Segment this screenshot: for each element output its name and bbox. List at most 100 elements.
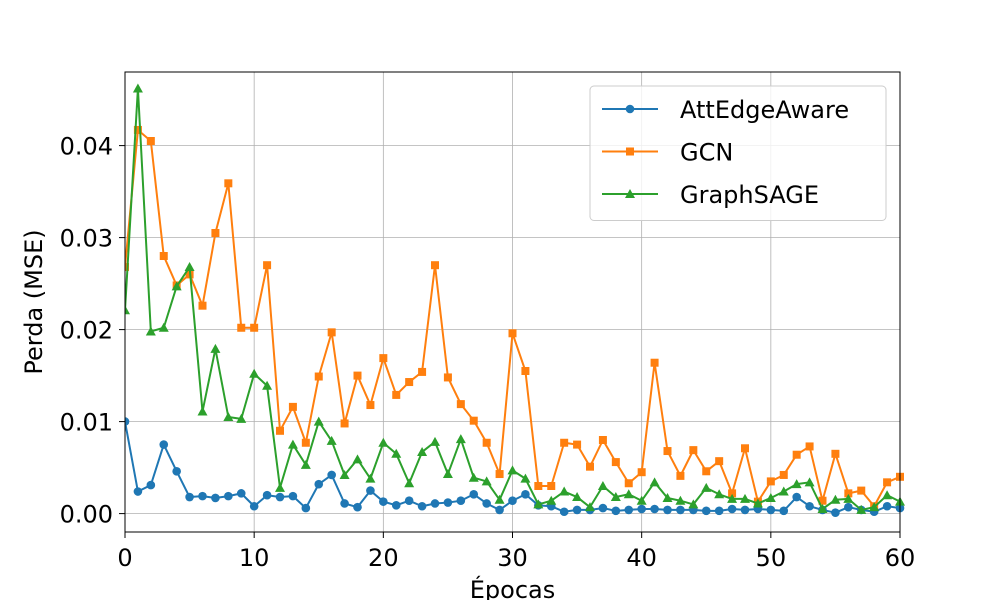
- y-tick-label: 0.04: [60, 133, 113, 161]
- data-point-graphsage: [249, 368, 260, 378]
- data-point-attedgeaware: [340, 499, 349, 508]
- data-point-graphsage: [675, 495, 686, 505]
- data-point-graphsage: [132, 83, 143, 93]
- data-point-graphsage: [430, 436, 440, 446]
- data-point-graphsage: [572, 492, 583, 502]
- data-point-graphsage: [688, 499, 699, 509]
- data-point-gcn: [405, 378, 414, 387]
- data-point-gcn: [482, 438, 491, 447]
- data-point-attedgeaware: [482, 499, 491, 508]
- data-point-graphsage: [856, 504, 867, 514]
- data-point-attedgeaware: [521, 489, 530, 499]
- data-point-attedgeaware: [559, 507, 569, 517]
- data-point-gcn: [198, 301, 207, 310]
- data-point-attedgeaware: [779, 506, 789, 516]
- data-point-graphsage: [546, 495, 557, 505]
- data-point-gcn: [456, 400, 465, 409]
- axis-ticks: 0 10 20 30 40 50 60 0.00 0.01 0.02 0.03 0.04: [60, 133, 916, 572]
- data-point-attedgeaware: [249, 501, 259, 511]
- data-point-graphsage: [300, 459, 311, 469]
- data-point-gcn: [741, 444, 749, 453]
- data-point-gcn: [431, 261, 439, 270]
- data-point-gcn: [702, 467, 711, 476]
- data-point-graphsage: [791, 479, 802, 489]
- data-point-gcn: [340, 419, 349, 428]
- data-point-attedgeaware: [650, 504, 659, 514]
- x-tick-label: 30: [497, 544, 528, 572]
- data-point-attedgeaware: [495, 505, 504, 515]
- data-point-gcn: [598, 436, 607, 444]
- legend-marker: [625, 189, 635, 198]
- legend-label: GraphSAGE: [680, 181, 819, 209]
- data-point-attedgeaware: [572, 505, 582, 515]
- data-point-gcn: [392, 390, 401, 399]
- data-point-gcn: [844, 489, 853, 498]
- data-point-gcn: [676, 471, 685, 480]
- x-tick-label: 10: [239, 544, 270, 572]
- data-point-graphsage: [455, 434, 466, 444]
- data-point-attedgeaware: [508, 496, 517, 506]
- data-point-graphsage: [378, 437, 389, 447]
- data-point-attedgeaware: [314, 479, 324, 489]
- data-point-attedgeaware: [663, 505, 672, 515]
- data-point-gcn: [689, 446, 698, 455]
- data-point-graphsage: [481, 476, 492, 486]
- data-point-gcn: [586, 462, 594, 471]
- data-point-graphsage: [417, 446, 428, 456]
- data-point-gcn: [857, 486, 866, 495]
- data-point-graphsage: [236, 413, 247, 423]
- data-point-graphsage: [125, 305, 130, 315]
- data-point-graphsage: [636, 495, 647, 505]
- data-point-gcn: [831, 449, 840, 458]
- data-point-attedgeaware: [366, 486, 375, 495]
- data-point-gcn: [715, 457, 724, 466]
- data-point-graphsage: [882, 490, 893, 500]
- data-point-graphsage: [184, 262, 195, 272]
- data-point-graphsage: [869, 502, 880, 512]
- data-point-gcn: [469, 416, 478, 425]
- y-tick-label: 0.01: [60, 409, 113, 437]
- x-tick-label: 40: [626, 544, 657, 572]
- data-point-graphsage: [171, 281, 182, 291]
- data-point-attedgeaware: [676, 505, 685, 515]
- data-point-gcn: [624, 479, 633, 488]
- series-gcn: [125, 125, 904, 511]
- data-point-graphsage: [649, 477, 660, 487]
- data-point-graphsage: [727, 493, 738, 503]
- data-point-gcn: [728, 489, 737, 498]
- data-point-attedgeaware: [624, 505, 634, 515]
- data-point-gcn: [818, 496, 827, 505]
- data-point-attedgeaware: [637, 504, 646, 514]
- data-point-attedgeaware: [125, 417, 130, 426]
- data-point-attedgeaware: [844, 502, 853, 512]
- data-point-gcn: [133, 125, 142, 134]
- legend-label: AttEdgeAware: [680, 96, 849, 124]
- data-point-graphsage: [145, 326, 156, 336]
- data-point-gcn: [250, 323, 259, 332]
- data-point-attedgeaware: [198, 491, 207, 501]
- data-point-gcn: [560, 438, 569, 447]
- data-point-graphsage: [701, 482, 712, 492]
- data-point-graphsage: [843, 493, 854, 503]
- data-point-gcn: [288, 402, 297, 411]
- data-point-gcn: [547, 482, 556, 490]
- data-point-attedgeaware: [211, 493, 220, 503]
- data-point-gcn: [534, 482, 543, 490]
- data-point-attedgeaware: [417, 501, 427, 511]
- legend-marker: [626, 147, 634, 156]
- data-point-gcn: [224, 179, 233, 188]
- data-point-gcn: [805, 442, 814, 451]
- legend-label: GCN: [680, 139, 733, 167]
- data-point-attedgeaware: [805, 501, 814, 511]
- data-point-gcn: [508, 329, 517, 338]
- legend-item: AttEdgeAware: [602, 96, 849, 124]
- data-point-attedgeaware: [288, 491, 298, 501]
- data-point-gcn: [263, 261, 272, 270]
- data-point-attedgeaware: [146, 480, 156, 490]
- data-point-graphsage: [326, 435, 337, 445]
- data-point-graphsage: [778, 486, 789, 496]
- data-point-attedgeaware: [275, 492, 285, 502]
- y-tick-label: 0.03: [60, 225, 113, 253]
- data-point-attedgeaware: [469, 489, 479, 499]
